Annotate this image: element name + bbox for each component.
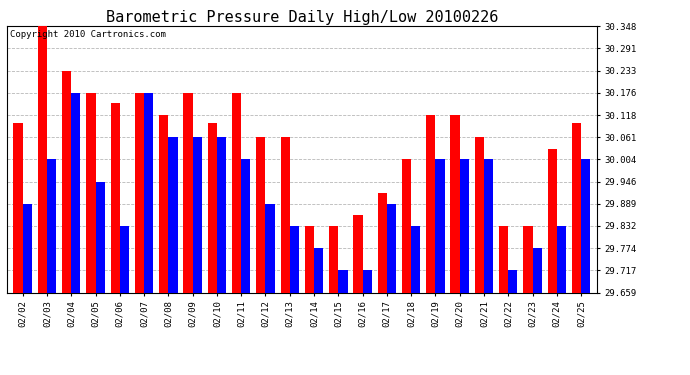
Bar — [523, 226, 533, 292]
Bar — [460, 159, 469, 292]
Bar — [411, 226, 420, 292]
Bar — [38, 26, 47, 292]
Bar — [314, 248, 323, 292]
Bar — [208, 123, 217, 292]
Bar — [290, 226, 299, 292]
Bar — [329, 226, 338, 292]
Bar — [451, 115, 460, 292]
Bar — [266, 204, 275, 292]
Bar — [499, 226, 509, 292]
Bar — [572, 123, 581, 292]
Bar — [217, 137, 226, 292]
Bar — [256, 137, 266, 292]
Bar — [475, 137, 484, 292]
Bar — [95, 182, 105, 292]
Bar — [426, 115, 435, 292]
Bar — [120, 226, 129, 292]
Bar — [484, 159, 493, 292]
Title: Barometric Pressure Daily High/Low 20100226: Barometric Pressure Daily High/Low 20100… — [106, 10, 498, 25]
Bar — [402, 159, 411, 292]
Bar — [193, 137, 202, 292]
Bar — [184, 93, 193, 292]
Bar — [581, 159, 591, 292]
Bar — [144, 93, 153, 292]
Bar — [387, 204, 396, 292]
Bar — [557, 226, 566, 292]
Bar — [338, 270, 348, 292]
Bar — [110, 103, 120, 292]
Text: Copyright 2010 Cartronics.com: Copyright 2010 Cartronics.com — [10, 30, 166, 39]
Bar — [168, 137, 177, 292]
Bar — [353, 215, 362, 292]
Bar — [435, 159, 444, 292]
Bar — [377, 193, 387, 292]
Bar — [47, 159, 56, 292]
Bar — [509, 270, 518, 292]
Bar — [232, 93, 241, 292]
Bar — [23, 204, 32, 292]
Bar — [281, 137, 290, 292]
Bar — [241, 159, 250, 292]
Bar — [305, 226, 314, 292]
Bar — [62, 71, 71, 292]
Bar — [533, 248, 542, 292]
Bar — [86, 93, 95, 292]
Bar — [159, 115, 168, 292]
Bar — [71, 93, 81, 292]
Bar — [135, 93, 144, 292]
Bar — [548, 149, 557, 292]
Bar — [362, 270, 372, 292]
Bar — [14, 123, 23, 292]
